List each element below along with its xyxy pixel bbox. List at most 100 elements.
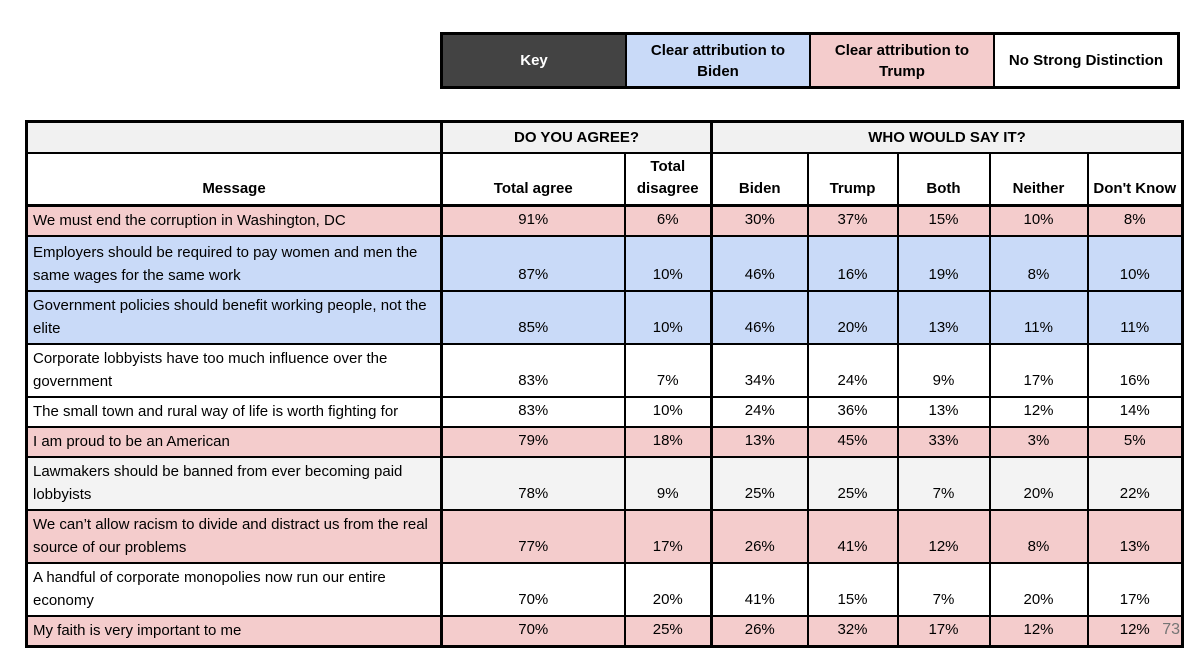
- value-cell: 20%: [988, 455, 1089, 511]
- value-cell: 13%: [896, 289, 991, 345]
- group-header-say-it: WHO WOULD SAY IT?: [709, 120, 1184, 154]
- value-cell: 8%: [1086, 204, 1184, 237]
- value-cell: 11%: [988, 289, 1089, 345]
- col-header-total-disagree: Total disagree: [623, 151, 713, 207]
- value-cell: 18%: [623, 425, 713, 458]
- message-cell: We must end the corruption in Washington…: [25, 204, 443, 237]
- value-cell: 26%: [710, 508, 809, 564]
- value-cell: 10%: [988, 204, 1089, 237]
- value-cell: 9%: [623, 455, 713, 511]
- value-cell: 17%: [1086, 561, 1184, 617]
- value-cell: 16%: [806, 234, 899, 292]
- value-cell: 13%: [710, 425, 809, 458]
- message-cell: A handful of corporate monopolies now ru…: [25, 561, 443, 617]
- table-row: We can’t allow racism to divide and dist…: [25, 508, 1184, 564]
- table-row: I am proud to be an American 79% 18% 13%…: [25, 425, 1184, 458]
- message-cell: The small town and rural way of life is …: [25, 395, 443, 428]
- col-header-trump: Trump: [806, 151, 899, 207]
- table-row: Corporate lobbyists have too much influe…: [25, 342, 1184, 398]
- value-cell: 24%: [710, 395, 809, 428]
- value-cell: 17%: [896, 614, 991, 647]
- value-cell: 12%: [896, 508, 991, 564]
- value-cell: 3%: [988, 425, 1089, 458]
- col-header-dont-know: Don't Know: [1086, 151, 1184, 207]
- value-cell: 15%: [896, 204, 991, 237]
- group-header-agree: DO YOU AGREE?: [440, 120, 713, 154]
- value-cell: 26%: [710, 614, 809, 647]
- value-cell: 34%: [710, 342, 809, 398]
- message-cell: Employers should be required to pay wome…: [25, 234, 443, 292]
- value-cell: 10%: [623, 395, 713, 428]
- value-cell: 32%: [806, 614, 899, 647]
- value-cell: 17%: [623, 508, 713, 564]
- key-cell-no-distinction: No Strong Distinction: [993, 35, 1177, 86]
- table-row: Government policies should benefit worki…: [25, 289, 1184, 345]
- value-cell: 20%: [806, 289, 899, 345]
- table-row: The small town and rural way of life is …: [25, 395, 1184, 428]
- value-cell: 25%: [623, 614, 713, 647]
- value-cell: 13%: [896, 395, 991, 428]
- group-header-row: DO YOU AGREE? WHO WOULD SAY IT?: [25, 120, 1184, 154]
- value-cell: 12%: [988, 614, 1089, 647]
- value-cell: 25%: [710, 455, 809, 511]
- value-cell: 10%: [1086, 234, 1184, 292]
- key-cell-trump: Clear attribution to Trump: [809, 35, 993, 86]
- message-cell: Corporate lobbyists have too much influe…: [25, 342, 443, 398]
- value-cell: 6%: [623, 204, 713, 237]
- value-cell: 19%: [896, 234, 991, 292]
- value-cell: 8%: [988, 234, 1089, 292]
- message-cell: I am proud to be an American: [25, 425, 443, 458]
- value-cell: 46%: [710, 234, 809, 292]
- col-header-neither: Neither: [988, 151, 1089, 207]
- value-cell: 45%: [806, 425, 899, 458]
- value-cell: 70%: [440, 561, 626, 617]
- value-cell: 79%: [440, 425, 626, 458]
- table-row: My faith is very important to me 70% 25%…: [25, 614, 1184, 647]
- value-cell: 41%: [710, 561, 809, 617]
- value-cell: 85%: [440, 289, 626, 345]
- value-cell: 12%: [988, 395, 1089, 428]
- value-cell: 13%: [1086, 508, 1184, 564]
- message-cell: We can’t allow racism to divide and dist…: [25, 508, 443, 564]
- col-header-biden: Biden: [710, 151, 809, 207]
- value-cell: 24%: [806, 342, 899, 398]
- message-cell: Government policies should benefit worki…: [25, 289, 443, 345]
- value-cell: 17%: [988, 342, 1089, 398]
- message-cell: Lawmakers should be banned from ever bec…: [25, 455, 443, 511]
- value-cell: 16%: [1086, 342, 1184, 398]
- value-cell: 46%: [710, 289, 809, 345]
- value-cell: 7%: [896, 561, 991, 617]
- value-cell: 36%: [806, 395, 899, 428]
- value-cell: 33%: [896, 425, 991, 458]
- col-header-message: Message: [25, 151, 443, 207]
- value-cell: 7%: [623, 342, 713, 398]
- value-cell: 70%: [440, 614, 626, 647]
- value-cell: 87%: [440, 234, 626, 292]
- key-cell-title: Key: [443, 35, 625, 86]
- key-legend: Key Clear attribution to Biden Clear att…: [440, 32, 1180, 89]
- value-cell: 25%: [806, 455, 899, 511]
- value-cell: 22%: [1086, 455, 1184, 511]
- value-cell: 41%: [806, 508, 899, 564]
- corner-cell: [25, 120, 443, 154]
- value-cell: 10%: [623, 234, 713, 292]
- value-cell: 10%: [623, 289, 713, 345]
- value-cell: 37%: [806, 204, 899, 237]
- value-cell: 20%: [623, 561, 713, 617]
- value-cell: 9%: [896, 342, 991, 398]
- value-cell: 77%: [440, 508, 626, 564]
- col-header-total-agree: Total agree: [440, 151, 626, 207]
- value-cell: 11%: [1086, 289, 1184, 345]
- value-cell: 78%: [440, 455, 626, 511]
- value-cell: 12%: [1086, 614, 1184, 647]
- table-row: Lawmakers should be banned from ever bec…: [25, 455, 1184, 511]
- col-header-both: Both: [896, 151, 991, 207]
- value-cell: 30%: [710, 204, 809, 237]
- value-cell: 83%: [440, 342, 626, 398]
- page-number: 73: [1162, 621, 1180, 638]
- value-cell: 91%: [440, 204, 626, 237]
- value-cell: 7%: [896, 455, 991, 511]
- message-cell: My faith is very important to me: [25, 614, 443, 647]
- value-cell: 14%: [1086, 395, 1184, 428]
